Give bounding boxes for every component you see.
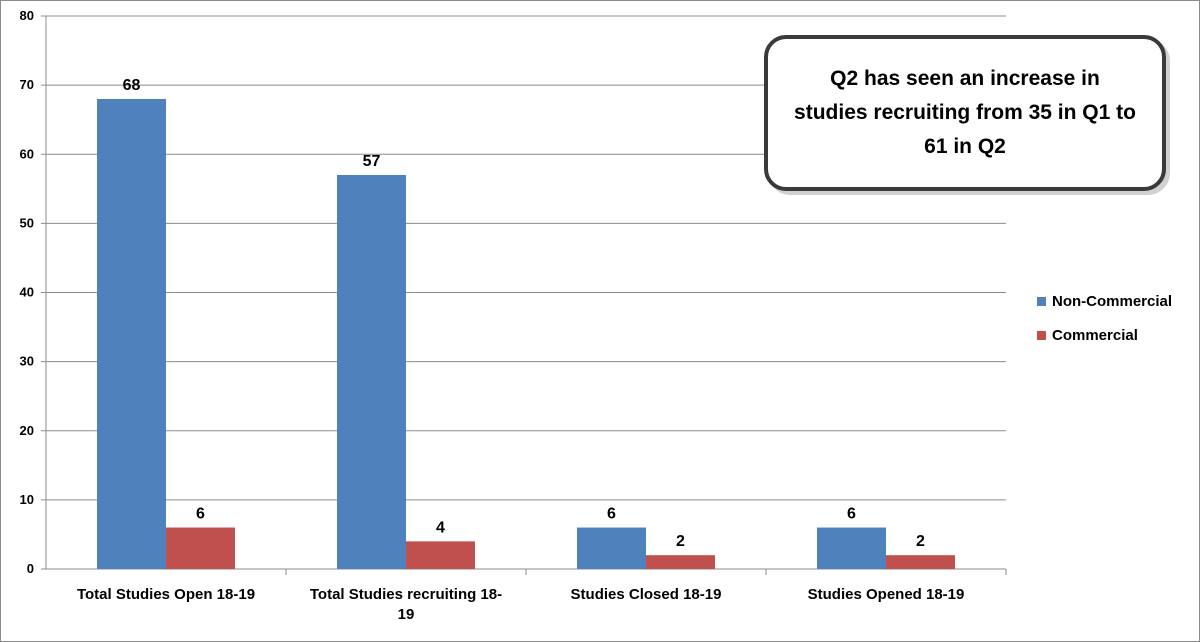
data-label: 6 (196, 506, 205, 523)
bar-non-commercial (337, 174, 406, 570)
legend: Non-Commercial Commercial (1037, 293, 1172, 344)
bar-commercial (646, 555, 715, 569)
legend-swatch (1037, 297, 1046, 306)
annotation-text: Q2 has seen an increase in studies recru… (794, 66, 1136, 158)
bar-commercial (886, 555, 955, 569)
y-tick-label: 30 (20, 354, 34, 369)
x-tick-label: Total Studies recruiting 18- (310, 586, 502, 603)
x-tick-label: Studies Closed 18-19 (571, 586, 722, 603)
legend-label: Non-Commercial (1052, 293, 1172, 310)
bars (97, 98, 955, 570)
y-tick-label: 70 (20, 77, 34, 92)
bar-non-commercial (97, 98, 166, 569)
y-tick-label: 0 (27, 561, 34, 576)
legend-swatch (1037, 331, 1046, 340)
data-labels: 68 6 57 4 6 2 6 2 (123, 77, 925, 550)
data-label: 68 (123, 77, 141, 94)
x-tick-label: Studies Opened 18-19 (808, 586, 965, 603)
tick-labels: 0 10 20 30 40 50 60 70 80 Total Studies Open 18-1… (20, 8, 965, 623)
y-tick-label: 10 (20, 492, 34, 507)
data-label: 2 (916, 533, 925, 550)
y-tick-label: 40 (20, 285, 34, 300)
annotation-callout: Q2 has seen an increase in studies recru… (764, 35, 1166, 191)
x-tick-label: 19 (398, 606, 415, 623)
data-label: 57 (363, 153, 381, 170)
y-tick-label: 60 (20, 146, 34, 161)
gridlines (46, 15, 1006, 501)
data-label: 6 (847, 506, 856, 523)
bar-non-commercial (817, 527, 886, 569)
data-label: 4 (436, 519, 445, 536)
data-label: 6 (607, 506, 616, 523)
bar-commercial (166, 527, 235, 569)
y-tick-label: 50 (20, 215, 34, 230)
bar-non-commercial (577, 527, 646, 569)
legend-label: Commercial (1052, 327, 1138, 344)
y-tick-label: 80 (20, 8, 34, 23)
x-tick-label: Total Studies Open 18-19 (77, 586, 255, 603)
y-tick-label: 20 (20, 423, 34, 438)
data-label: 2 (676, 533, 685, 550)
bar-commercial (406, 541, 475, 569)
